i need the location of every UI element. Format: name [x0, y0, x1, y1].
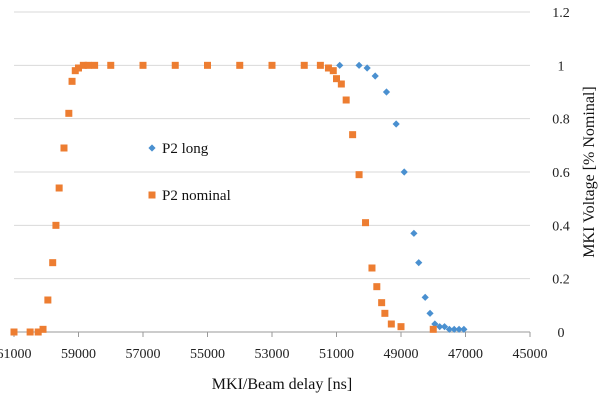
- p2-long-point: [450, 325, 458, 333]
- p2-nominal-point: [236, 61, 244, 69]
- p2-long-point: [431, 320, 439, 328]
- p2-long-point: [440, 323, 449, 331]
- p2-nominal-point: [373, 283, 381, 291]
- p2-nominal-point: [139, 61, 147, 69]
- p2-long-point: [400, 168, 408, 176]
- y-tick-label: 0: [558, 326, 565, 341]
- x-tick-label: 51000: [319, 347, 354, 362]
- p2-long-point: [445, 325, 453, 333]
- p2-long-point: [363, 64, 371, 72]
- y-tick-label: 0.8: [552, 113, 570, 128]
- p2-nominal-point: [55, 184, 63, 192]
- p2-long-point: [415, 259, 423, 267]
- p2-long-point: [382, 88, 391, 96]
- p2-nominal-point: [79, 61, 87, 69]
- p2-nominal-point: [342, 96, 350, 104]
- data-points: [10, 61, 468, 336]
- p2-long-point: [336, 61, 344, 69]
- x-tick-label: 47000: [448, 347, 483, 362]
- p2-nominal-point: [26, 328, 34, 336]
- x-tick-label: 59000: [61, 347, 96, 362]
- x-tick-label: 57000: [126, 347, 161, 362]
- p2-long-point: [410, 229, 418, 237]
- p2-nominal-point: [368, 264, 376, 272]
- x-tick-label: 49000: [384, 347, 419, 362]
- p2-nominal-point: [49, 259, 57, 267]
- p2-nominal-point: [429, 325, 437, 333]
- p2-nominal-point: [84, 61, 92, 69]
- p2-nominal-point: [362, 219, 370, 227]
- p2-nominal-point: [337, 80, 345, 88]
- p2-nominal-point: [268, 61, 276, 69]
- x-tick-label: 61000: [0, 347, 32, 362]
- p2-nominal-point: [68, 77, 76, 85]
- p2-long-point: [460, 325, 468, 333]
- y-tick-label: 1: [558, 59, 565, 74]
- p2-nominal-point: [107, 61, 115, 69]
- gridlines: [14, 11, 530, 280]
- y-tick-label: 1.2: [552, 6, 570, 21]
- p2-long-point: [455, 325, 463, 333]
- x-tick-label: 45000: [513, 347, 548, 362]
- p2-nominal-point: [65, 109, 73, 117]
- p2-nominal-point: [378, 299, 386, 307]
- p2-nominal-point: [349, 131, 357, 139]
- p2-nominal-point: [44, 296, 52, 304]
- p2-long-point: [371, 72, 379, 80]
- p2-nominal-point: [39, 325, 47, 333]
- p2-long-point: [436, 323, 444, 331]
- p2-nominal-point: [171, 61, 179, 69]
- x-tick-label: 53000: [255, 347, 290, 362]
- legend-label: P2 nominal: [162, 188, 231, 204]
- p2-nominal-point: [387, 320, 395, 328]
- legend-marker: [148, 191, 156, 199]
- legend: P2 long P2 nominal: [148, 141, 231, 204]
- p2-nominal-point: [52, 221, 60, 229]
- p2-long-point: [355, 61, 363, 69]
- x-axis-title: MKI/Beam delay [ns]: [212, 376, 352, 393]
- p2-nominal-point: [355, 171, 363, 179]
- y-tick-label: 0.4: [552, 219, 570, 234]
- p2-nominal-point: [324, 64, 332, 72]
- p2-nominal-point: [397, 323, 405, 331]
- p2-nominal-point: [381, 309, 389, 317]
- x-tick-label: 55000: [190, 347, 225, 362]
- p2-long-point: [421, 293, 429, 301]
- p2-nominal-point: [75, 64, 82, 72]
- p2-nominal-point: [300, 61, 308, 69]
- legend-label: P2 long: [162, 141, 209, 157]
- p2-nominal-point: [333, 75, 340, 83]
- p2-long-point: [426, 309, 434, 317]
- y-axis-title: MKI Voltage [% Nominal]: [581, 86, 598, 257]
- legend-marker: [148, 144, 156, 152]
- p2-nominal-point: [10, 328, 18, 336]
- p2-long-point: [392, 120, 400, 128]
- p2-nominal-point: [91, 61, 99, 69]
- y-tick-labels: 0 0.2 0.4 0.6 0.8 1 1.2: [552, 6, 570, 341]
- p2-nominal-point: [60, 144, 68, 152]
- y-tick-label: 0.6: [552, 166, 570, 181]
- p2-nominal-point: [204, 61, 211, 69]
- y-tick-label: 0.2: [552, 273, 570, 288]
- p2-nominal-point: [316, 61, 324, 69]
- p2-nominal-point: [329, 67, 337, 75]
- p2-nominal-point: [34, 328, 42, 336]
- x-tick-labels: 61000 59000 57000 55000 53000 51000 49000 47000…: [0, 332, 548, 362]
